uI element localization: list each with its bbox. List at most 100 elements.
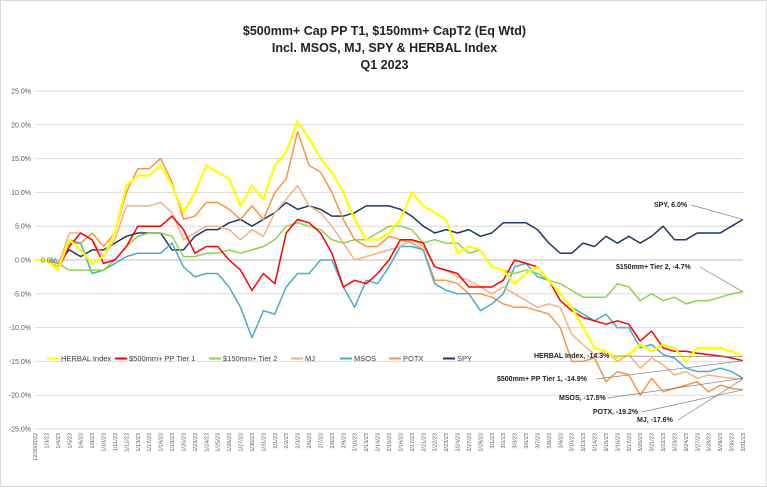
x-tick-label: 3/6/23 [524, 433, 530, 449]
x-tick-label: 2/1/23 [273, 433, 279, 449]
x-tick-label: 12/30/2022 [33, 433, 39, 461]
x-tick-label: 1/31/23 [261, 433, 267, 452]
x-tick-label: 3/29/23 [718, 433, 724, 452]
x-tick-label: 1/26/23 [227, 433, 233, 452]
x-tick-label: 2/8/23 [330, 433, 336, 449]
legend-entry: $500mm+ PP Tier 1 [129, 354, 195, 363]
start-value-label: 0.0% [41, 258, 57, 265]
series-line-potx [35, 130, 744, 396]
chart-title: $500mm+ Cap PP T1, $150mm+ CapT2 (Eq Wtd… [242, 24, 527, 38]
x-tick-label: 3/24/23 [684, 433, 690, 452]
x-tick-label: 3/7/23 [535, 433, 541, 449]
annotation-label: $500mm+ PP Tier 1, -14.9% [497, 376, 588, 383]
x-tick-label: 3/30/23 [730, 433, 736, 452]
legend-entry: MJ [305, 354, 315, 363]
x-tick-label: 3/20/23 [638, 433, 644, 452]
x-tick-label: 3/14/23 [593, 433, 599, 452]
y-tick-label: 25.0% [11, 89, 31, 96]
x-tick-label: 1/19/23 [170, 433, 176, 452]
y-tick-label: 20.0% [11, 122, 31, 129]
x-tick-label: 2/14/23 [376, 433, 382, 452]
y-tick-label: -25.0% [9, 427, 31, 434]
x-tick-label: 3/17/23 [627, 433, 633, 452]
x-tick-label: 2/2/23 [284, 433, 290, 449]
x-tick-label: 1/27/23 [239, 433, 245, 452]
x-tick-label: 1/9/23 [90, 433, 96, 449]
annotation-leader-line [607, 377, 744, 399]
x-tick-label: 2/21/23 [421, 433, 427, 452]
x-tick-label: 1/10/23 [102, 433, 108, 452]
annotation-leader-line [677, 378, 744, 421]
annotation-leader-line [691, 204, 744, 220]
x-tick-label: 3/2/23 [501, 433, 507, 449]
x-tick-label: 2/15/23 [387, 433, 393, 452]
annotation-leader-line [699, 266, 744, 293]
x-tick-label: 2/23/23 [444, 433, 450, 452]
annotation-label: POTX, -19.2% [593, 409, 639, 416]
x-tick-label: 2/7/23 [318, 433, 324, 449]
x-tick-label: 1/3/23 [44, 433, 50, 449]
y-tick-label: 5.0% [15, 224, 31, 231]
x-tick-label: 1/17/23 [147, 433, 153, 452]
series-line--500mm-pp-tier-1 [35, 215, 744, 362]
x-tick-label: 1/13/23 [136, 433, 142, 452]
x-tick-label: 2/16/23 [398, 433, 404, 452]
x-tick-label: 2/3/23 [296, 433, 302, 449]
y-tick-label: -5.0% [13, 291, 31, 298]
x-tick-label: 2/17/23 [410, 433, 416, 452]
y-tick-label: 0.0% [15, 258, 31, 265]
annotation-label: $150mm+ Tier 2, -4.7% [616, 264, 692, 271]
x-tick-label: 3/8/23 [547, 433, 553, 449]
series-line-mj [35, 184, 744, 380]
x-tick-label: 1/6/23 [79, 433, 85, 449]
annotation-leader-line [596, 360, 744, 380]
x-tick-label: 3/21/23 [650, 433, 656, 452]
x-tick-label: 3/16/23 [615, 433, 621, 452]
x-tick-label: 2/10/23 [353, 433, 359, 452]
y-tick-label: -20.0% [9, 393, 31, 400]
x-tick-label: 3/31/23 [741, 433, 747, 452]
x-tick-label: 3/1/23 [490, 433, 496, 449]
x-tick-label: 2/28/23 [478, 433, 484, 452]
x-tick-label: 2/22/23 [433, 433, 439, 452]
y-tick-label: 10.0% [11, 190, 31, 197]
x-tick-label: 1/4/23 [56, 433, 62, 449]
x-tick-label: 1/11/23 [113, 433, 119, 451]
legend-entry: MSOS [354, 354, 376, 363]
y-tick-label: -10.0% [9, 325, 31, 332]
x-tick-label: 2/9/23 [341, 433, 347, 449]
x-tick-label: 2/6/23 [307, 433, 313, 449]
y-tick-label: -15.0% [9, 359, 31, 366]
chart-period: Q1 2023 [360, 58, 409, 72]
x-tick-label: 1/24/23 [204, 433, 210, 452]
annotation-label: MSOS, -17.5% [559, 395, 606, 402]
legend-entry: $150mm+ Tier 2 [223, 354, 277, 363]
x-tick-label: 1/23/23 [193, 433, 199, 452]
x-tick-label: 1/18/23 [159, 433, 165, 452]
annotation-leader-line [613, 355, 744, 358]
x-tick-label: 3/9/23 [558, 433, 564, 449]
x-tick-label: 1/12/23 [124, 433, 130, 452]
x-tick-label: 3/13/23 [581, 433, 587, 452]
x-tick-label: 3/10/23 [570, 433, 576, 452]
x-tick-label: 2/24/23 [456, 433, 462, 452]
annotation-leader-line [641, 389, 744, 413]
x-tick-label: 3/23/23 [672, 433, 678, 452]
x-tick-label: 1/30/23 [250, 433, 256, 452]
annotation-label: MJ, -17.6% [637, 417, 674, 424]
y-tick-label: 15.0% [11, 156, 31, 163]
legend-entry: POTX [403, 354, 423, 363]
x-tick-label: 1/20/23 [181, 433, 187, 452]
legend-entry: SPY [457, 354, 472, 363]
x-tick-label: 3/3/23 [513, 433, 519, 449]
series-line-msos [35, 242, 744, 379]
x-tick-label: 3/27/23 [695, 433, 701, 452]
series-line--150mm-tier-2 [35, 222, 744, 305]
chart-subtitle: Incl. MSOS, MJ, SPY & HERBAL Index [271, 41, 498, 55]
x-tick-label: 1/5/23 [67, 433, 73, 449]
x-tick-label: 2/27/23 [467, 433, 473, 452]
annotation-label: HERBAL Index, -14.3% [534, 353, 610, 360]
x-tick-label: 2/13/23 [364, 433, 370, 452]
